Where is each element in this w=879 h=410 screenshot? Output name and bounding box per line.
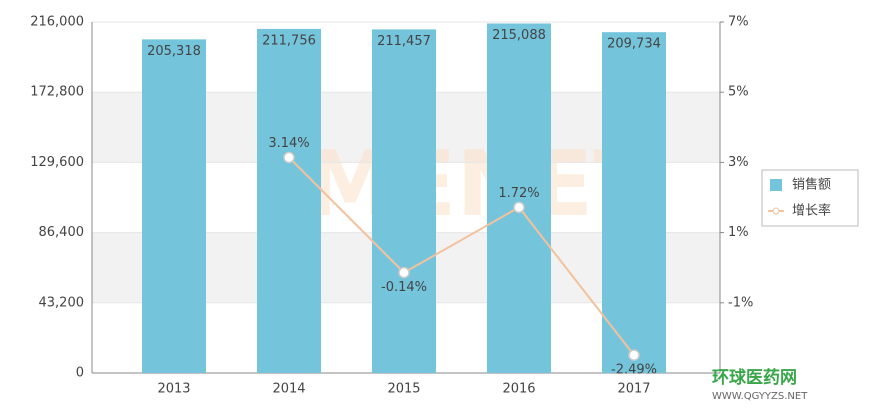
x-tick-label: 2016 <box>502 382 535 397</box>
y-tick-label: 216,000 <box>30 15 84 30</box>
y-tick-label: 172,800 <box>30 85 84 100</box>
x-tick-label: 2014 <box>272 382 305 397</box>
line-value-label: -2.49% <box>611 363 657 378</box>
watermark: 环球医药网 <box>712 367 797 388</box>
line-point <box>283 151 295 164</box>
y2-tick-label: 1% <box>728 225 749 240</box>
line-value-label: 3.14% <box>268 136 309 151</box>
bar <box>372 29 436 373</box>
watermark: MENET <box>305 132 654 237</box>
bar <box>257 28 321 374</box>
bar <box>142 39 206 374</box>
bar-value-label: 215,088 <box>492 28 546 43</box>
watermark: WWW.QGYYZS.NET <box>712 391 808 402</box>
y2-tick-label: -1% <box>728 295 753 310</box>
legend-label: 增长率 <box>792 203 831 219</box>
legend-swatch-point <box>772 207 780 215</box>
line <box>288 156 635 356</box>
y2-tick-label: 7% <box>728 15 749 30</box>
x-tick-label: 2013 <box>157 382 190 397</box>
y-tick-label: 129,600 <box>30 155 84 170</box>
bar-value-label: 211,457 <box>377 34 431 49</box>
line-point <box>628 349 640 361</box>
line-value-label: 1.72% <box>498 186 539 201</box>
bar-value-label: 205,318 <box>147 44 201 59</box>
line-value-label: -0.14% <box>381 280 427 295</box>
y2-tick-label: 5% <box>728 85 749 100</box>
y-tick-label: 0 <box>76 366 84 381</box>
line-point <box>398 266 410 279</box>
x-tick-label: 2017 <box>617 382 650 397</box>
legend-label: 销售额 <box>792 177 831 193</box>
x-tick-label: 2015 <box>387 382 420 397</box>
y-tick-label: 43,200 <box>39 295 85 310</box>
line-point <box>513 201 525 214</box>
bar-value-label: 211,756 <box>262 33 316 48</box>
y-tick-label: 86,400 <box>39 225 85 240</box>
legend-swatch <box>770 179 782 191</box>
y2-tick-label: 3% <box>728 155 749 170</box>
bar-value-label: 209,734 <box>607 37 661 52</box>
bar <box>487 23 551 374</box>
bar <box>602 32 666 373</box>
